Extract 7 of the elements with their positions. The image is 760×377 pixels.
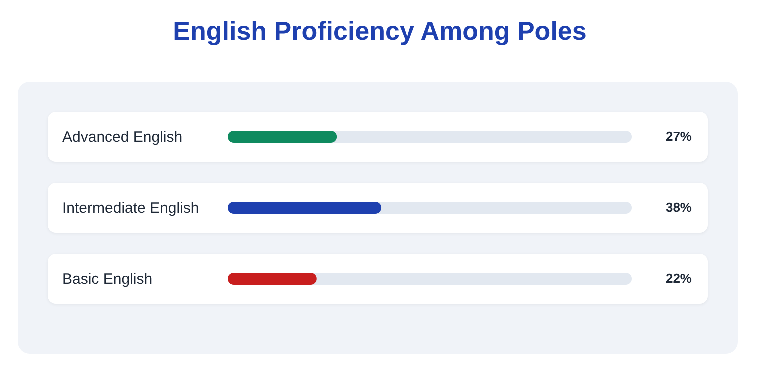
y-tick-label: Basic English xyxy=(62,271,153,288)
y-tick-label: Advanced English xyxy=(62,129,183,146)
data-label: 22% xyxy=(666,271,692,286)
y-tick-label: Intermediate English xyxy=(62,200,200,217)
chart-title: English Proficiency Among Poles xyxy=(172,16,588,47)
data-label: 38% xyxy=(666,200,692,215)
data-label: 27% xyxy=(666,129,692,144)
